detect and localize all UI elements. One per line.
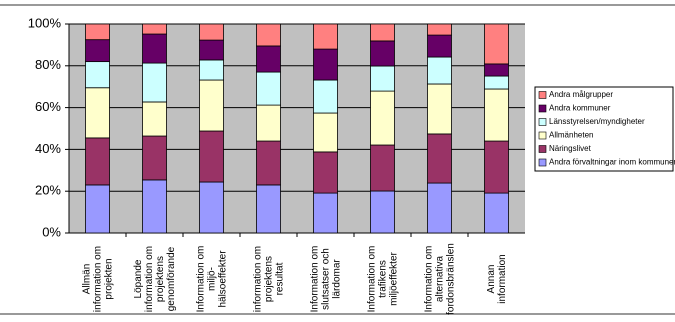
y-tick-label: 100%: [28, 15, 62, 30]
y-tick-label: 20%: [35, 183, 61, 198]
bar-segment: [199, 181, 224, 234]
bar-segment: [427, 56, 452, 85]
legend-swatch: [538, 158, 547, 167]
bar-segment: [427, 182, 452, 234]
legend-label: Andra kommuner: [549, 104, 611, 113]
y-tick-label: 0%: [42, 224, 61, 239]
legend-swatch: [538, 145, 547, 153]
bar-segment: [142, 179, 167, 234]
bar-segment: [256, 23, 281, 47]
bar-segment: [370, 144, 395, 192]
bar-segment: [199, 79, 224, 132]
legend-label: Näringslivet: [549, 144, 592, 153]
bar-segment: [370, 190, 395, 234]
x-tick-label: Allmän information om projekten: [81, 245, 114, 313]
bar-segment: [370, 90, 395, 146]
bar-segment: [142, 33, 167, 64]
legend-swatch: [538, 104, 547, 113]
x-tick-label: Annan information: [485, 254, 508, 304]
legend-label: Andra målgrupper: [549, 90, 613, 99]
bar-segment: [313, 48, 338, 81]
y-tick-label: 80%: [35, 57, 61, 72]
bar-segment: [427, 34, 452, 58]
y-tick-label: 40%: [35, 141, 61, 156]
bar-segment: [427, 83, 452, 135]
bar-segment: [484, 88, 509, 142]
bar-segment: [427, 133, 452, 184]
x-tick-label: Information om alternativa fordonsbränsl…: [423, 243, 456, 315]
legend-box: [534, 86, 674, 172]
bar-segment: [85, 61, 110, 89]
legend-label: Andra förvaltningar inom kommunen: [549, 158, 675, 167]
legend-swatch: [538, 118, 547, 126]
bar-segment: [370, 65, 395, 92]
bar-segment: [484, 140, 509, 194]
x-tick-label: Information om trafikens miljöeffekter: [366, 245, 399, 313]
bar-segment: [313, 151, 338, 194]
bar-segment: [256, 71, 281, 106]
legend-swatch: [538, 91, 547, 99]
bar-segment: [142, 135, 167, 181]
bar-segment: [256, 184, 281, 234]
bar-segment: [484, 192, 509, 234]
bar-segment: [313, 79, 338, 114]
bar-segment: [199, 23, 224, 41]
bar-segment: [256, 45, 281, 73]
bar-segment: [199, 130, 224, 183]
bar-segment: [256, 140, 281, 186]
bar-segment: [142, 23, 167, 35]
legend-swatch: [538, 131, 547, 140]
plot-area: [69, 24, 525, 233]
x-tick-label: Information om miljö- hälsoeffekter: [195, 245, 228, 313]
bar-segment: [484, 75, 509, 90]
legend-label: Länsstyrelsen/myndigheter: [549, 117, 645, 126]
bar-segment: [85, 137, 110, 186]
bar-segment: [427, 23, 452, 36]
bar-segment: [313, 23, 338, 50]
x-tick-label: Information om slutsatser och lärdomar: [309, 245, 342, 313]
x-tick-label: Löpande information om projektens genomf…: [132, 245, 177, 313]
y-tick-label: 60%: [35, 99, 61, 114]
bar-segment: [313, 112, 338, 153]
bar-segment: [370, 40, 395, 67]
bar-segment: [199, 59, 224, 81]
bar-segment: [85, 23, 110, 41]
legend-label: Allmänheten: [549, 131, 593, 140]
bar-segment: [484, 63, 509, 77]
bar-segment: [142, 101, 167, 137]
bar-segment: [484, 23, 509, 65]
bar-segment: [313, 192, 338, 234]
bar-segment: [142, 62, 167, 103]
bar-segment: [85, 184, 110, 234]
bar-segment: [85, 39, 110, 63]
x-tick-label: information om projektens resultat: [252, 245, 285, 313]
bar-segment: [256, 104, 281, 142]
bar-segment: [199, 39, 224, 61]
bar-segment: [85, 87, 110, 139]
bar-segment: [370, 23, 395, 42]
